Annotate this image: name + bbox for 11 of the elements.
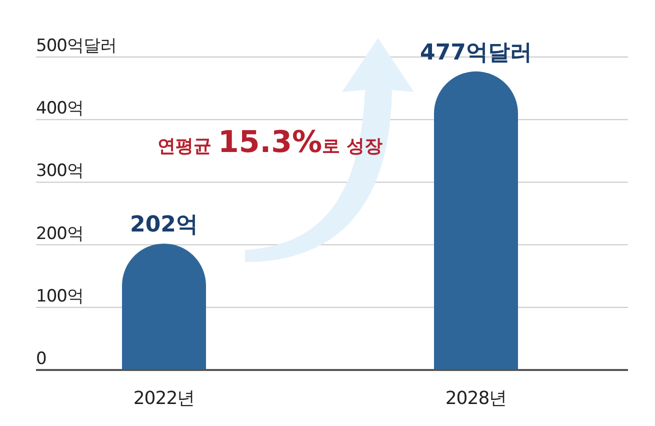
y-tick-label: 0 bbox=[36, 349, 46, 369]
annotation: 연평균 15.3%로 성장 bbox=[158, 125, 382, 160]
y-tick-label: 400억 bbox=[36, 98, 84, 119]
data-label: 202억 bbox=[130, 212, 198, 238]
x-tick-label: 2022년 bbox=[133, 388, 195, 409]
data-label: 477억달러 bbox=[420, 40, 532, 66]
y-tick-label: 100억 bbox=[36, 286, 84, 306]
y-tick-label: 500억달러 bbox=[36, 36, 116, 56]
y-tick-label: 200억 bbox=[36, 224, 84, 244]
y-tick-label: 300억 bbox=[36, 161, 84, 182]
x-tick-label: 2028년 bbox=[445, 388, 507, 409]
